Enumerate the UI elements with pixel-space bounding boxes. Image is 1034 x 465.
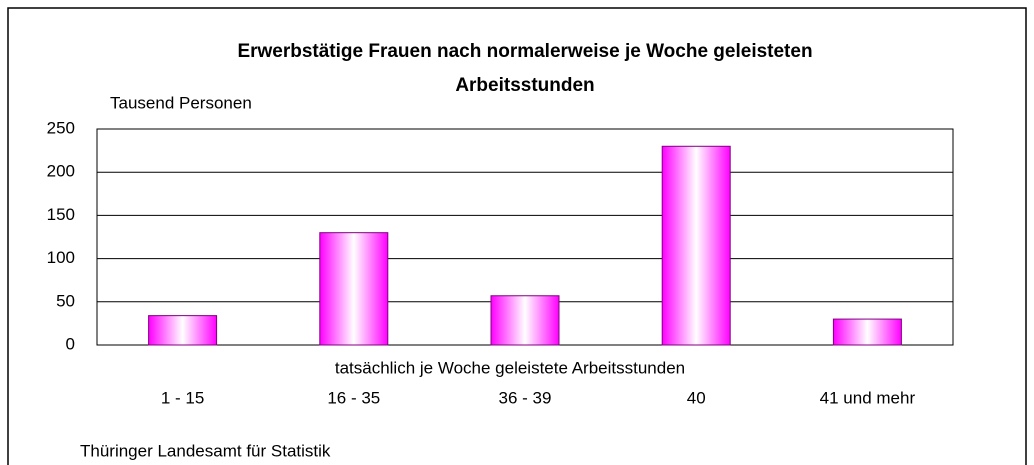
x-tick-label: 16 - 35 — [327, 388, 380, 407]
chart-frame — [7, 7, 1027, 465]
y-tick-label: 200 — [47, 162, 75, 181]
y-tick-label: 0 — [66, 334, 75, 353]
y-axis-title: Tausend Personen — [110, 93, 252, 112]
x-tick-label: 36 - 39 — [499, 388, 552, 407]
y-tick-label: 150 — [47, 205, 75, 224]
x-tick-label: 41 und mehr — [820, 388, 916, 407]
bar — [832, 318, 902, 346]
y-tick-label: 100 — [47, 248, 75, 267]
chart-title: Erwerbstätige Frauen nach normalerweise … — [237, 41, 812, 62]
bar — [490, 295, 560, 346]
y-tick-label: 50 — [56, 291, 75, 310]
bar — [148, 315, 218, 346]
chart-title: Arbeitsstunden — [455, 75, 594, 96]
x-axis-title: tatsächlich je Woche geleistete Arbeitss… — [335, 358, 685, 377]
bar — [319, 232, 389, 346]
x-tick-label: 40 — [687, 388, 706, 407]
y-tick-label: 250 — [47, 118, 75, 137]
bar — [661, 145, 731, 346]
source-note: Thüringer Landesamt für Statistik — [80, 441, 331, 460]
x-tick-label: 1 - 15 — [161, 388, 204, 407]
